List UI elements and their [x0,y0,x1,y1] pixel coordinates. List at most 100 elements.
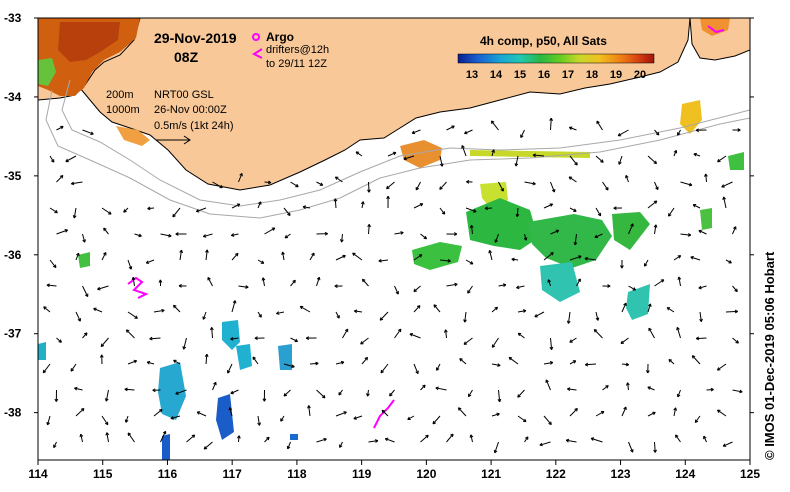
current-vector-arrow [212,382,217,391]
current-vector-arrow [257,415,260,426]
current-vector-arrow [723,196,727,209]
current-vector-head [261,260,265,264]
current-vector-arrow [517,332,525,339]
current-vector-arrow [211,327,213,339]
current-vector-arrow [432,415,441,425]
x-tick-label: 120 [416,467,436,481]
sst-strip-coast [470,150,590,158]
current-vector-head [353,310,357,314]
current-vector-head [532,181,536,185]
current-vector-head [170,418,174,420]
product-label: NRT00 GSL [154,89,214,101]
current-vector-head [736,288,738,292]
current-vector-arrow [439,259,451,262]
current-vector-head [409,333,413,337]
current-vector-head [299,306,303,310]
colorbar-tick-label: 19 [610,69,622,81]
current-vector-arrow [595,155,604,163]
current-vector-head [152,389,156,393]
current-vector-arrow [49,155,55,163]
current-vector-arrow [160,233,172,237]
current-vector-head [280,419,284,422]
current-vector-head [433,304,436,308]
current-vector-arrow [411,129,421,134]
current-vector-arrow [569,337,577,343]
current-vector-arrow [644,259,649,267]
current-vector-head [84,239,86,243]
current-vector-arrow [489,250,493,261]
current-vector-arrow [134,233,142,237]
current-vector-arrow [276,311,285,315]
current-vector-arrow [264,436,270,443]
current-vector-arrow [596,120,603,131]
current-vector-head [522,309,527,312]
current-vector-arrow [491,120,499,131]
current-vector-head [263,398,267,402]
current-vector-head [473,209,477,213]
current-vector-arrow [316,277,320,287]
current-vector-head [158,279,161,283]
current-vector-head [644,264,648,267]
current-vector-arrow [82,332,88,339]
current-vector-arrow [691,355,701,365]
current-vector-arrow [82,285,89,297]
current-vector-arrow [290,181,299,188]
current-vector-arrow [420,233,427,240]
header-time: 08Z [174,49,199,65]
current-vector-head [647,303,651,307]
current-vector-head [495,240,498,243]
current-vector-arrow [283,363,295,368]
current-vector-arrow [353,415,363,420]
colorbar-tick-label: 13 [466,69,478,81]
current-vector-head [367,224,370,228]
current-vector-head [459,358,462,362]
current-vector-arrow [602,385,609,391]
current-vector-arrow [302,206,311,209]
current-vector-arrow [491,363,501,367]
current-vector-head [584,258,588,261]
current-vector-arrow [498,181,504,192]
current-vector-head [80,408,85,410]
current-vector-head [220,184,223,188]
current-vector-arrow [648,327,655,339]
sst-patch-east-coast [680,100,702,134]
current-vector-head [178,285,182,288]
current-vector-arrow [231,300,236,313]
current-vector-head [574,408,578,410]
current-vector-arrow [517,415,527,423]
current-vector-head [655,160,658,164]
current-vector-head [147,208,151,211]
sst-patch-coast-orange [400,140,442,168]
current-vector-head [380,318,384,321]
current-vector-head [123,210,127,213]
current-vector-head [125,420,129,423]
current-vector-arrow [568,176,577,183]
current-vector-head [307,405,310,409]
current-vector-head [511,258,515,262]
current-vector-arrow [574,233,577,245]
current-vector-arrow [717,409,727,417]
current-vector-head [268,180,272,184]
current-vector-head [73,215,77,219]
current-vector-head [232,300,236,304]
current-vector-arrow [172,207,181,218]
current-vector-head [334,176,338,180]
current-vector-arrow [696,337,707,340]
current-vector-head [172,215,176,218]
current-vector-arrow [618,155,623,165]
current-vector-arrow [732,337,739,344]
current-vector-head [623,302,627,306]
y-tick-label: -34 [4,90,22,104]
current-vector-head [607,284,611,287]
current-vector-head [625,362,630,366]
current-vector-head [168,233,172,237]
current-vector-arrow [628,441,634,453]
current-vector-arrow [675,434,681,443]
current-vector-arrow [407,415,415,420]
current-vector-arrow [75,252,80,261]
current-vector-head [139,233,142,237]
current-vector-head [690,256,694,260]
current-vector-arrow [543,252,554,261]
current-vector-head [668,359,671,363]
current-vector-arrow [627,382,629,391]
